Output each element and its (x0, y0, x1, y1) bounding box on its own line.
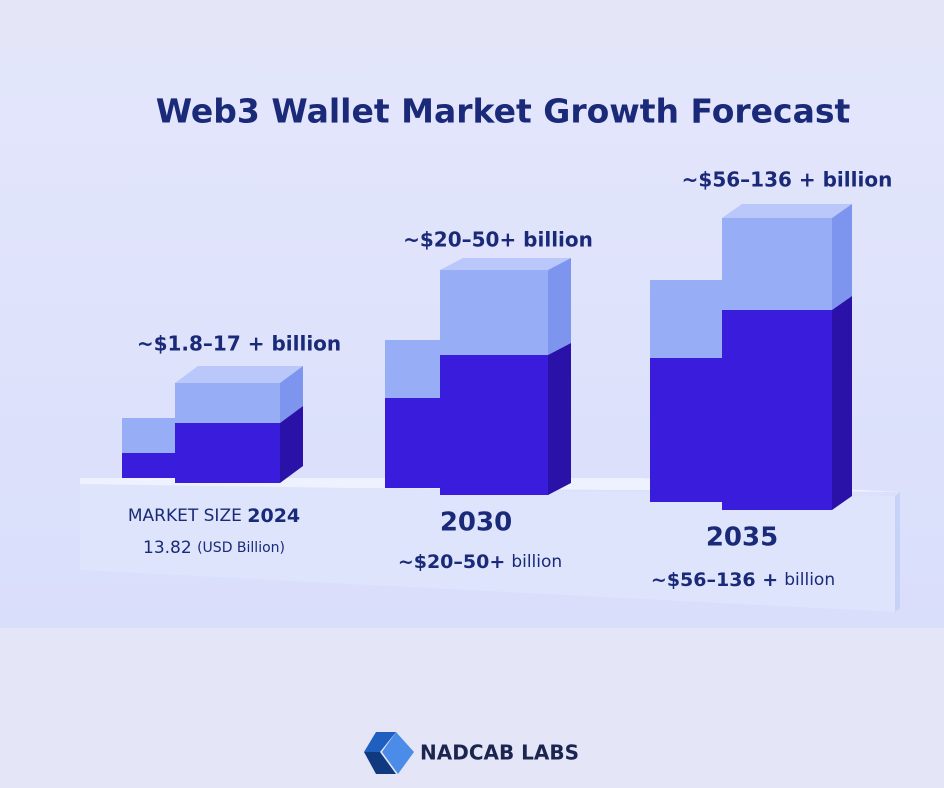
bar-shape (722, 218, 832, 310)
bar-shape (722, 310, 832, 510)
logo-text: NADCAB LABS (420, 741, 579, 765)
caption: 13.82 (USD Billion) (143, 538, 285, 558)
bar-shape (175, 423, 280, 483)
title: Web3 Wallet Market Growth Forecast (156, 92, 851, 131)
bar-shape (440, 258, 571, 270)
bar-shape (650, 280, 722, 358)
bar-shape (548, 258, 571, 355)
year: 2024 (247, 505, 300, 527)
bar-shape (122, 418, 175, 453)
bar-shape (440, 355, 548, 495)
value: 13.82 (143, 538, 192, 558)
top-label: ~$1.8–17 + billion (137, 332, 341, 356)
bars (122, 204, 852, 510)
bar-shape (722, 204, 852, 218)
caption: MARKET SIZE 2024 (128, 505, 300, 527)
caption: ~$56–136 + billion (651, 569, 835, 591)
unit: (USD Billion) (197, 540, 285, 556)
unit: billion (784, 570, 835, 590)
year: 2035 (706, 523, 778, 553)
bar-shape (832, 296, 852, 510)
bar-shape (440, 270, 548, 355)
bar-shape (650, 358, 722, 502)
bar-shape (385, 398, 440, 488)
caption: ~$20–50+ billion (398, 551, 562, 573)
top-label: ~$56–136 + billion (682, 168, 893, 192)
logo-icon (364, 732, 414, 774)
bar-shape (385, 340, 440, 398)
bar-shape (832, 204, 852, 310)
caption-prefix: MARKET SIZE (128, 506, 242, 526)
bar-shape (175, 366, 303, 383)
bar-shape (175, 383, 280, 423)
bar-shape (548, 343, 571, 495)
top-label: ~$20–50+ billion (403, 228, 593, 252)
year: 2030 (440, 508, 512, 538)
bar-shape (280, 406, 303, 483)
unit: billion (511, 552, 562, 572)
bar-shape (122, 453, 175, 478)
value: ~$20–50+ (398, 551, 505, 573)
bar-shape (280, 366, 303, 423)
value: ~$56–136 + (651, 569, 778, 591)
